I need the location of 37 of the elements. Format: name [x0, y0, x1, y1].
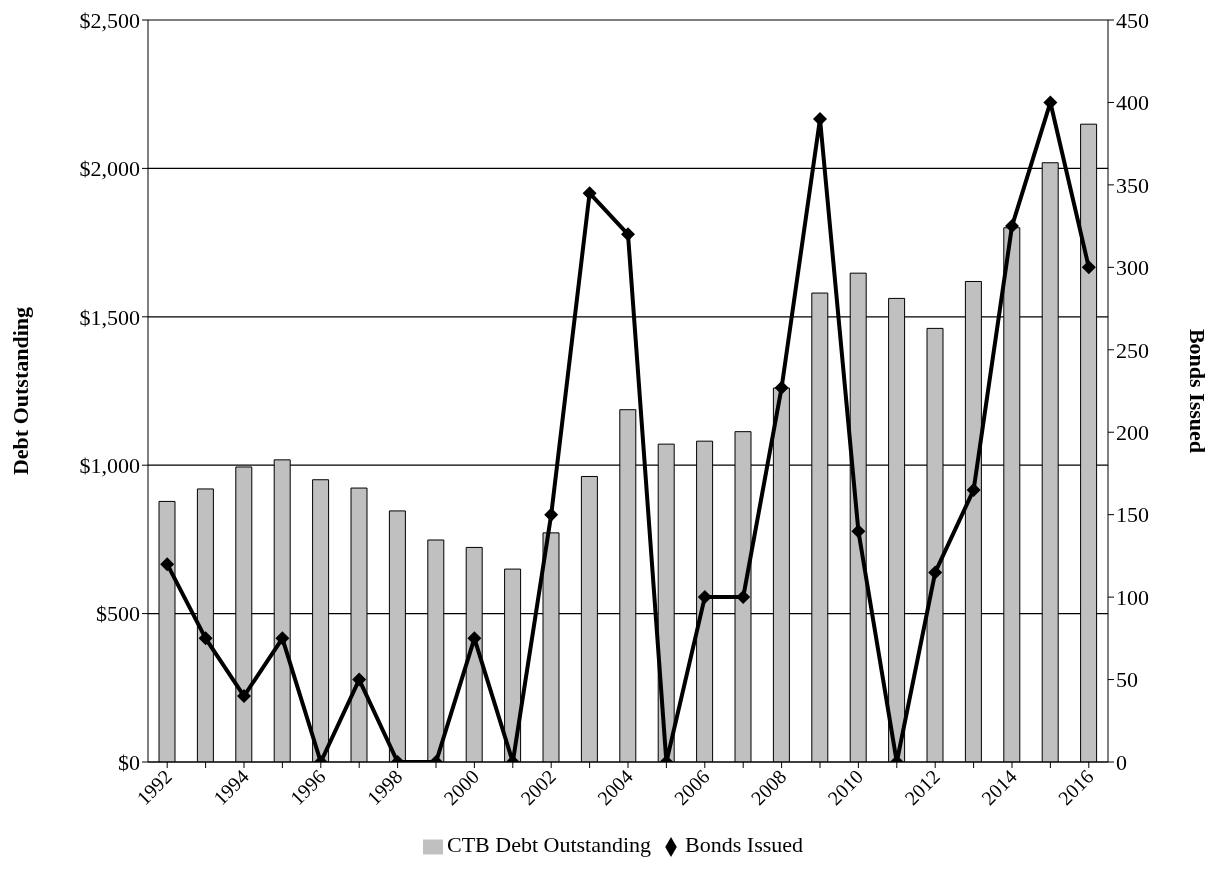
y2-tick-label: 0	[1116, 749, 1127, 775]
y2-tick-label: 150	[1116, 502, 1149, 528]
point	[774, 380, 789, 395]
y2-tick-label: 250	[1116, 337, 1149, 363]
point	[697, 590, 712, 605]
point	[621, 227, 635, 242]
y-tick-label: $1,500	[79, 304, 140, 330]
y2-tick-label: 50	[1116, 667, 1138, 693]
y2-tick-label: 100	[1116, 584, 1149, 610]
point	[160, 557, 175, 572]
point	[813, 111, 827, 126]
point	[1005, 219, 1019, 234]
point	[544, 507, 559, 522]
point	[736, 590, 751, 605]
y-axis-title: Debt Outstanding	[7, 306, 33, 476]
y2-tick-label: 200	[1116, 420, 1149, 446]
y-tick-label: $2,000	[79, 156, 140, 182]
y-tick-label: $1,000	[79, 453, 140, 479]
point	[237, 689, 251, 704]
point	[1081, 260, 1096, 275]
point	[928, 565, 943, 580]
point	[352, 672, 367, 687]
legend-label: Bonds Issued	[685, 832, 804, 857]
y-tick-label: $2,500	[79, 7, 140, 33]
point	[582, 186, 597, 201]
y2-tick-label: 300	[1116, 255, 1149, 281]
y-tick-label: $500	[96, 601, 140, 627]
point	[851, 524, 866, 539]
y2-axis-title: Bonds Issued	[1185, 328, 1211, 454]
y2-tick-label: 350	[1116, 172, 1149, 198]
point	[275, 631, 290, 646]
point	[966, 482, 981, 497]
legend-label: CTB Debt Outstanding	[446, 832, 652, 857]
y2-tick-label: 400	[1116, 90, 1149, 116]
point	[198, 631, 213, 646]
y-tick-label: $0	[118, 749, 140, 775]
y2-tick-label: 450	[1116, 7, 1149, 33]
